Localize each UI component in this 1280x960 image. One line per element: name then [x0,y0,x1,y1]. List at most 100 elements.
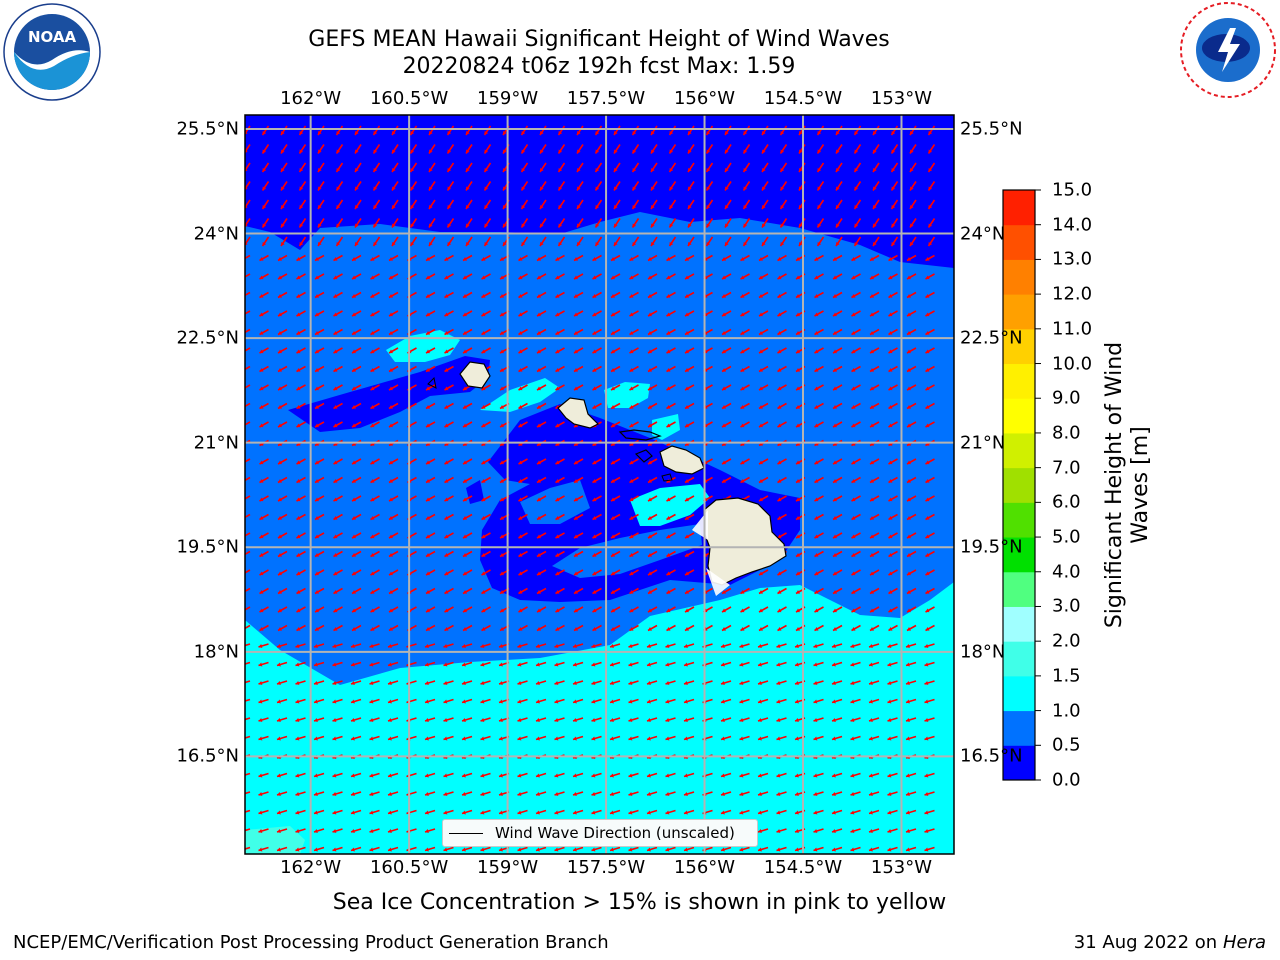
wind-wave-arrow [277,495,288,502]
wind-wave-arrow [609,846,621,852]
wind-wave-arrow [705,218,714,228]
wind-wave-arrow [666,587,676,595]
wind-wave-arrow [757,735,769,741]
wind-wave-arrow [370,513,380,521]
wind-wave-arrow [387,809,399,815]
wind-wave-arrow [296,569,306,576]
wind-wave-arrow [369,698,380,704]
wind-wave-arrow [296,606,306,613]
wind-wave-arrow [517,661,528,667]
wind-wave-arrow [777,273,787,280]
wind-wave-arrow [535,717,547,722]
lon-label-top-6: 153°W [870,88,933,109]
wind-wave-arrow [576,125,584,136]
wind-wave-arrow [350,680,362,685]
wind-wave-arrow [351,328,362,336]
wind-wave-arrow [777,458,787,465]
wind-wave-arrow [462,458,473,465]
wind-wave-arrow [481,291,491,299]
wind-wave-arrow [832,495,843,502]
wind-wave-arrow [317,144,325,154]
wind-wave-arrow [720,846,732,852]
wind-wave-arrow [757,791,769,796]
wind-wave-arrow [296,365,306,373]
wind-wave-arrow [245,698,251,702]
wind-wave-arrow [925,421,935,428]
wind-wave-arrow [314,310,325,317]
wind-wave-arrow [777,569,787,576]
wind-wave-arrow [518,550,528,558]
wind-wave-arrow [443,698,454,704]
wind-wave-arrow [831,680,843,685]
wind-wave-arrow [333,291,343,299]
wind-wave-arrow [776,809,787,815]
wind-wave-arrow [594,162,603,173]
wind-wave-arrow [646,791,658,796]
wind-wave-arrow [814,476,824,484]
wind-wave-arrow [832,532,843,539]
wind-wave-arrow [684,606,695,613]
wind-wave-arrow [314,254,325,262]
wind-wave-arrow [721,365,732,373]
wind-wave-arrow [609,809,621,815]
wind-wave-arrow [814,328,824,336]
wind-wave-arrow [573,476,584,484]
wind-wave-arrow [887,643,898,648]
wind-wave-arrow [424,717,436,722]
wind-wave-arrow [276,643,288,648]
wind-wave-arrow [687,218,695,228]
wind-wave-arrow [462,550,473,558]
wind-wave-arrow [666,273,676,280]
wind-wave-arrow [813,680,824,685]
wind-wave-arrow [444,365,454,373]
wind-wave-arrow [483,125,492,136]
wind-wave-arrow [536,421,547,428]
wind-wave-arrow [724,199,732,210]
wind-wave-arrow [446,125,455,136]
wind-wave-arrow [576,218,584,228]
wind-wave-arrow [425,328,436,336]
colorbar-segment-3 [1003,641,1035,677]
wind-wave-arrow [557,181,566,191]
wind-wave-arrow [868,643,880,648]
wind-wave-arrow [261,199,270,210]
wind-wave-arrow [388,310,399,317]
colorbar-segment-10 [1003,398,1035,434]
wind-wave-arrow [629,606,639,613]
wind-wave-arrow [851,310,861,317]
wind-wave-arrow [666,513,676,521]
map-subtitle: 20220824 t06z 192h fcst Max: 1.59 [402,54,796,79]
wind-wave-arrow [906,328,917,336]
wind-wave-arrow [724,162,732,173]
wind-wave-arrow [425,365,436,373]
wind-wave-arrow [480,791,491,796]
wind-wave-arrow [757,661,769,667]
wind-wave-arrow [555,495,565,502]
wind-wave-arrow [628,772,639,778]
wind-wave-arrow [591,809,602,815]
wind-wave-arrow [668,125,677,136]
wind-wave-arrow [831,791,843,796]
wind-wave-arrow [925,273,935,280]
wind-wave-arrow [296,624,306,632]
wind-wave-arrow [409,125,418,136]
wind-wave-arrow [388,254,399,262]
wind-wave-arrow [721,587,732,595]
wind-wave-arrow [314,347,325,354]
wind-wave-arrow [333,328,343,336]
wind-wave-arrow [520,125,529,136]
wind-wave-arrow [909,162,917,173]
wind-wave-arrow [258,717,269,722]
wind-wave-arrow [610,384,621,391]
wind-wave-arrow [369,680,380,685]
wind-wave-arrow [350,698,362,704]
wind-wave-arrow [869,458,880,465]
lon-label-bottom-1: 160.5°W [369,857,449,878]
wind-wave-arrow [554,698,565,704]
wave-band-05-10-pocket [552,524,702,578]
wind-wave-arrow [333,421,343,428]
wind-wave-arrow [720,717,732,722]
colorbar-segment-9 [1003,432,1035,469]
wind-wave-arrow [851,495,861,502]
wind-wave-arrow [333,550,343,558]
